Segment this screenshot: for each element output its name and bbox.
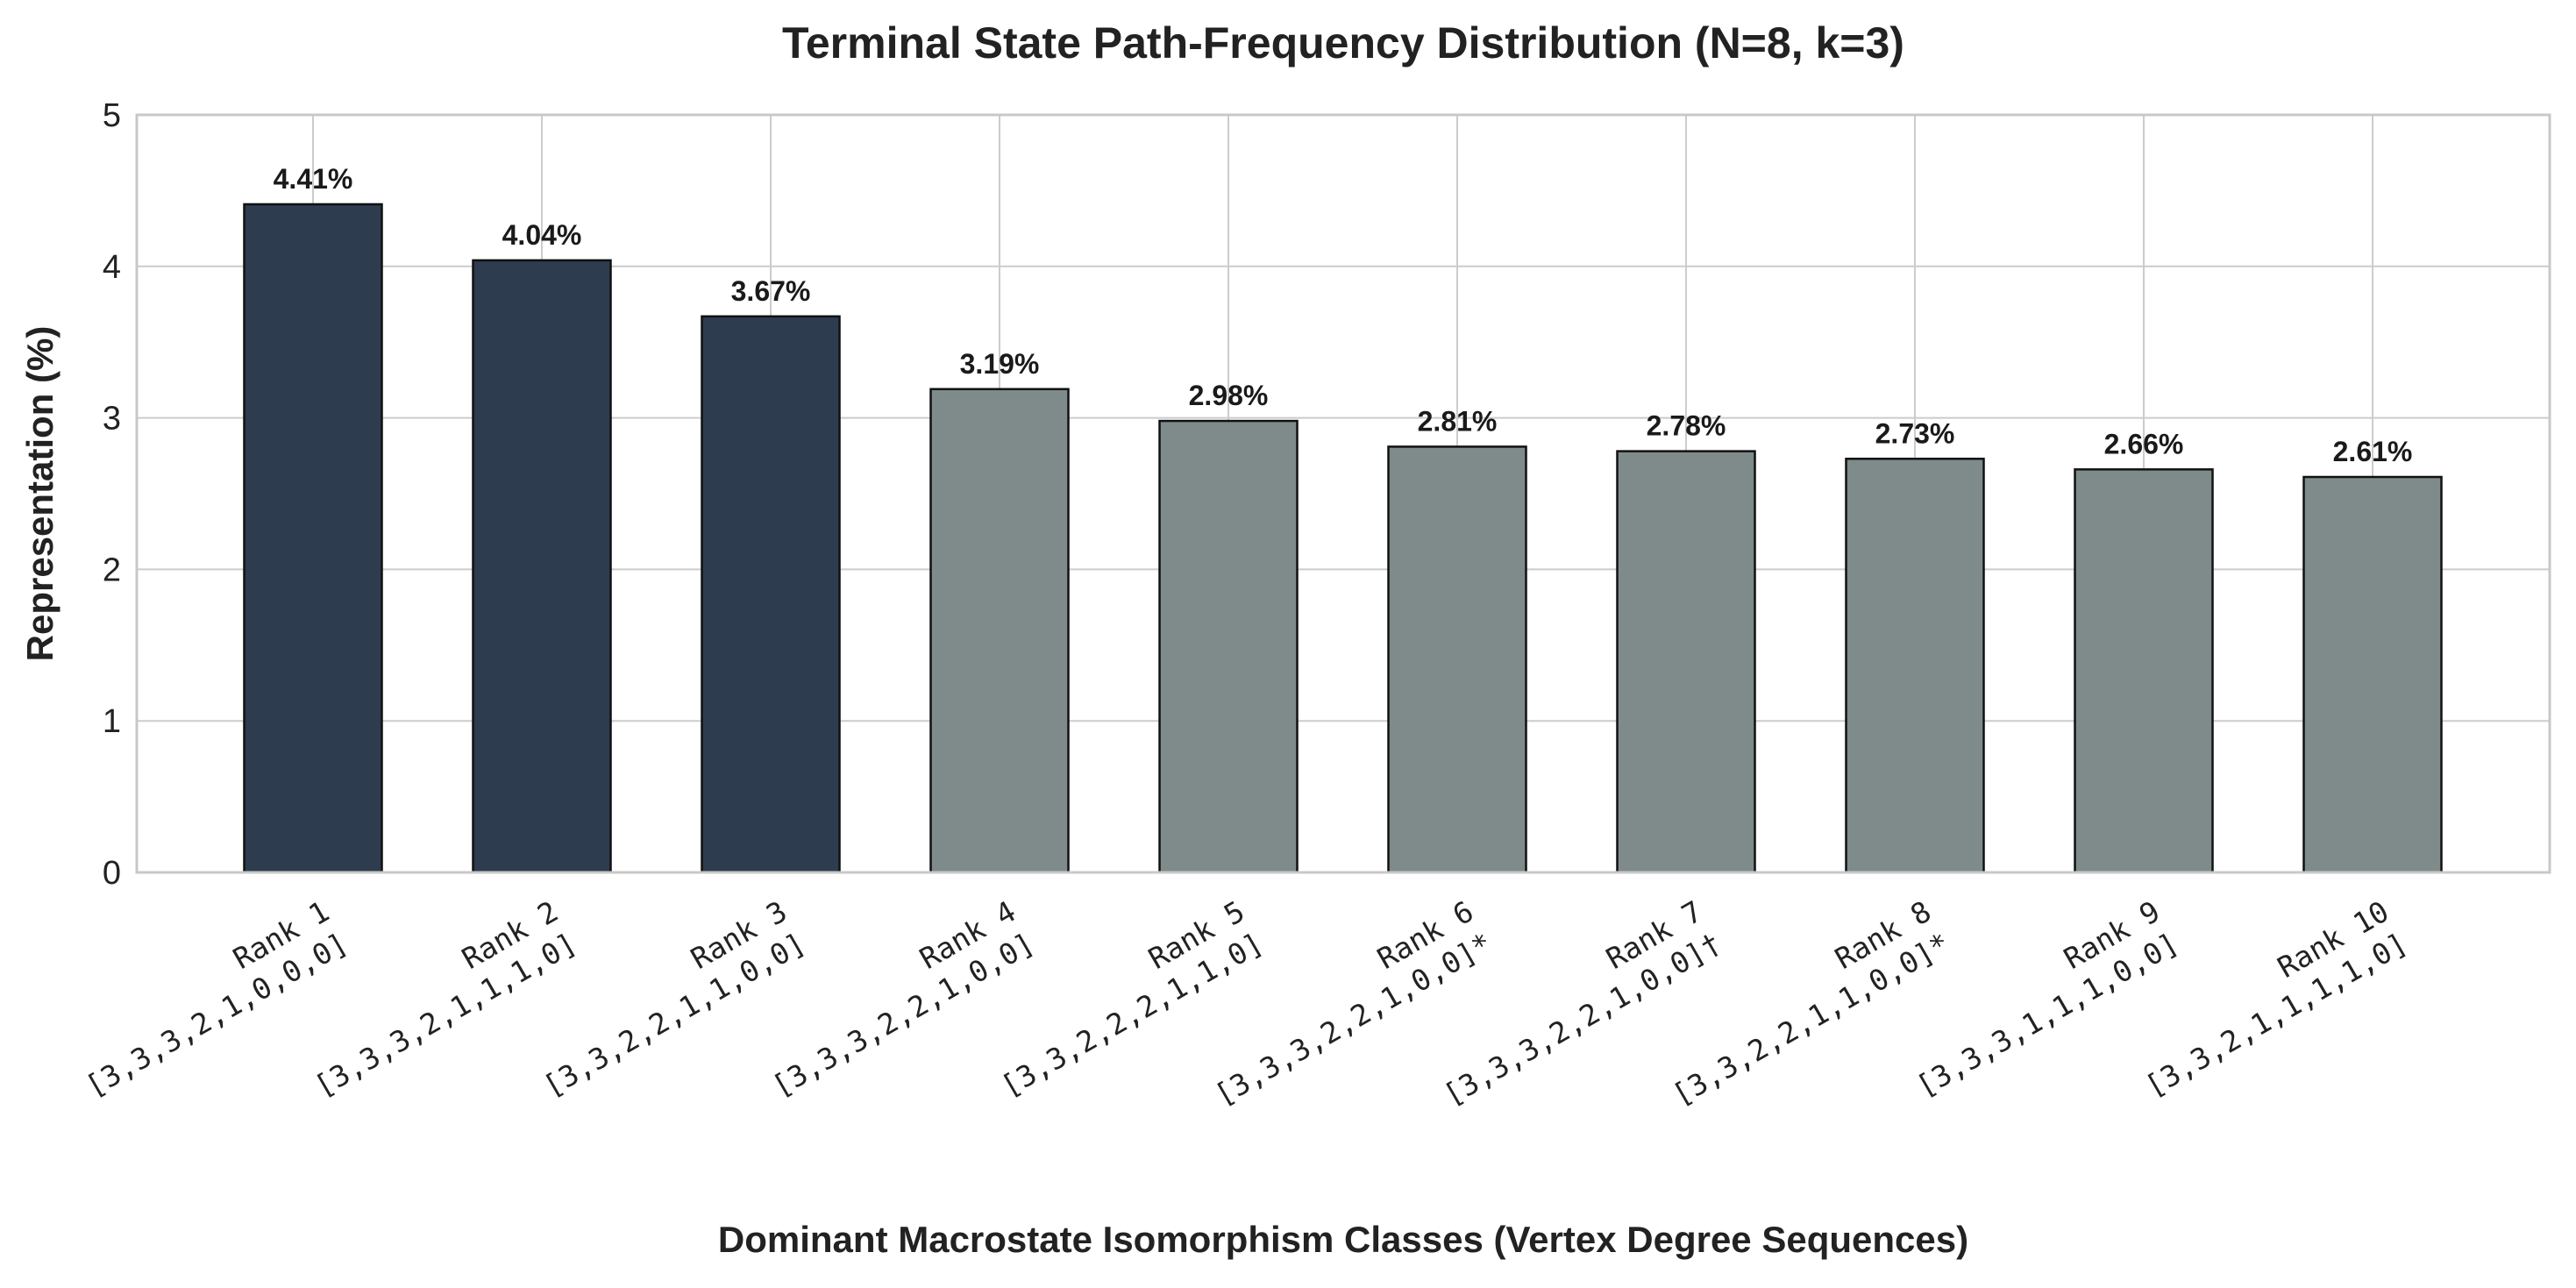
- x-tick-label: Rank 1[3,3,3,2,1,0,0,0]: [80, 894, 353, 1104]
- x-tick-labels: Rank 1[3,3,3,2,1,0,0,0] Rank 2[3,3,3,2,1,…: [80, 894, 2413, 1113]
- chart-title: Terminal State Path-Frequency Distributi…: [782, 18, 1904, 68]
- bar: [1387, 445, 1527, 874]
- bar: [1616, 450, 1756, 874]
- bar: [929, 388, 1070, 874]
- x-tick-label: Rank 4[3,3,3,2,2,1,0,0]: [766, 894, 1040, 1104]
- x-tick-label: Rank 5[3,3,2,2,2,1,1,0]: [995, 894, 1269, 1104]
- bar: [1158, 419, 1299, 874]
- data-labels: 4.41% 4.04% 3.67% 3.19% 2.98% 2.81% 2.78% 2.73%…: [274, 163, 2413, 467]
- bar-value-label: 2.66%: [2104, 428, 2184, 459]
- x-axis-label: Dominant Macrostate Isomorphism Classes …: [718, 1219, 1968, 1260]
- y-tick-label: 1: [103, 703, 121, 740]
- x-tick-label: Rank 9[3,3,3,1,1,1,0,0]: [1911, 894, 2184, 1104]
- y-tick-label: 0: [103, 855, 121, 892]
- y-tick-label: 5: [103, 97, 121, 134]
- bar-value-label: 2.61%: [2333, 436, 2413, 467]
- bar-value-label: 3.67%: [731, 275, 811, 307]
- bar: [2302, 475, 2443, 874]
- x-tick-label: Rank 2[3,3,3,2,1,1,1,0]: [309, 894, 582, 1104]
- bar-value-label: 2.81%: [1418, 405, 1498, 437]
- bar-value-label: 4.04%: [502, 219, 582, 251]
- x-tick-label: Rank 3[3,3,2,2,1,1,0,0]: [537, 894, 811, 1104]
- plot-frame: [135, 113, 2551, 874]
- bar-value-label: 3.19%: [960, 348, 1040, 380]
- bar-value-label: 2.98%: [1189, 380, 1269, 411]
- bar: [243, 203, 383, 874]
- bar-value-label: 2.78%: [1647, 410, 1726, 442]
- y-tick-label: 4: [103, 249, 121, 286]
- bar-value-label: 2.73%: [1875, 417, 1955, 449]
- x-tick-label: Rank 10[3,3,2,1,1,1,1,0]: [2139, 894, 2413, 1104]
- y-tick-label: 3: [103, 401, 121, 438]
- bars: [243, 203, 2443, 874]
- y-tick-labels: 0 1 2 3 4 5: [103, 97, 121, 892]
- y-tick-label: 2: [103, 551, 121, 588]
- bar: [1845, 458, 1985, 874]
- y-axis-label: Representation (%): [19, 326, 60, 662]
- bar: [472, 259, 612, 874]
- bar-value-label: 4.41%: [274, 163, 353, 195]
- bar: [701, 315, 841, 874]
- bar: [2074, 468, 2214, 874]
